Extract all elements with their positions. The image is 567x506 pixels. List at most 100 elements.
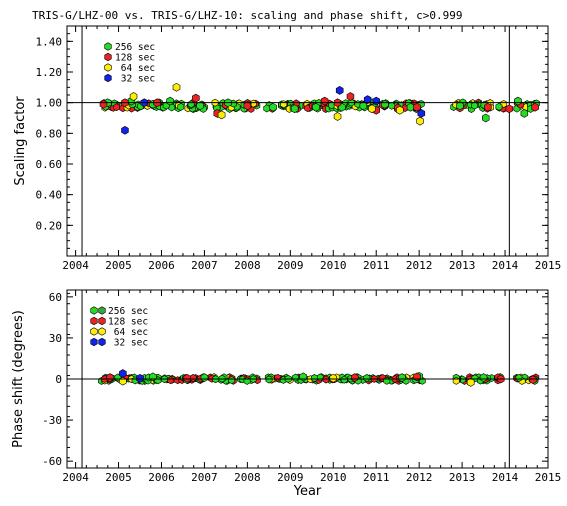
data-point xyxy=(320,96,329,106)
data-point xyxy=(290,104,299,114)
data-point xyxy=(368,104,376,114)
y-tick-label: 0.40 xyxy=(36,189,63,202)
data-point xyxy=(119,376,127,386)
x-tick-label: 2012 xyxy=(406,471,433,484)
data-point xyxy=(166,96,174,106)
data-point xyxy=(312,102,320,112)
legend-marker xyxy=(104,73,112,83)
y-axis-label: Phase shift (degrees) xyxy=(11,310,26,448)
data-point xyxy=(263,104,271,113)
data-point xyxy=(456,101,464,111)
x-tick-label: 2009 xyxy=(277,471,304,484)
data-point xyxy=(99,99,108,109)
legend-label: 128 sec xyxy=(108,317,148,328)
x-tick-label: 2006 xyxy=(148,259,175,272)
x-tick-label: 2013 xyxy=(449,471,476,484)
data-point xyxy=(481,113,490,123)
legend-marker xyxy=(98,327,106,336)
legend-marker xyxy=(104,63,112,72)
y-tick-label: 30 xyxy=(49,332,62,345)
x-tick-label: 2015 xyxy=(535,471,562,484)
y-tick-label: 0.60 xyxy=(36,158,63,171)
legend-label: 256 sec xyxy=(108,306,148,317)
data-markers xyxy=(98,369,540,387)
data-point xyxy=(129,92,138,101)
y-tick-label: 0 xyxy=(55,373,62,386)
data-point xyxy=(520,109,529,118)
chart-title: TRIS-G/LHZ-00 vs. TRIS-G/LHZ-10: scaling… xyxy=(32,9,462,22)
data-point xyxy=(529,375,537,385)
data-point xyxy=(363,374,371,382)
x-tick-label: 2014 xyxy=(492,471,519,484)
x-tick-label: 2007 xyxy=(191,471,218,484)
data-point xyxy=(299,372,308,382)
data-point xyxy=(484,102,492,112)
x-tick-label: 2004 xyxy=(62,259,89,272)
legend-marker xyxy=(104,52,112,62)
data-point xyxy=(274,373,282,382)
data-point xyxy=(372,96,381,106)
x-tick-label: 2005 xyxy=(105,259,132,272)
data-point xyxy=(417,109,426,118)
x-tick-label: 2008 xyxy=(234,259,261,272)
data-point xyxy=(217,110,226,120)
legend-marker xyxy=(98,337,106,347)
data-point xyxy=(121,125,129,135)
x-tick-label: 2013 xyxy=(449,259,476,272)
data-point xyxy=(471,101,479,110)
x-tick-label: 2012 xyxy=(406,259,433,272)
data-point xyxy=(380,99,389,109)
data-point xyxy=(172,82,181,92)
data-point xyxy=(196,101,204,111)
x-tick-label: 2009 xyxy=(277,259,304,272)
data-point xyxy=(531,102,539,112)
y-tick-label: 60 xyxy=(49,291,62,304)
x-tick-label: 2007 xyxy=(191,259,218,272)
y-tick-label: -30 xyxy=(42,414,62,427)
legend-label: 64 sec xyxy=(108,327,148,338)
data-point xyxy=(177,102,185,111)
x-tick-label: 2004 xyxy=(62,471,89,484)
x-tick-label: 2006 xyxy=(148,471,175,484)
data-point xyxy=(149,372,157,382)
data-point xyxy=(359,101,368,111)
x-tick-label: 2010 xyxy=(320,259,347,272)
data-point xyxy=(350,373,359,382)
x-axis-label: Year xyxy=(293,484,322,499)
data-point xyxy=(413,372,421,382)
data-point xyxy=(479,373,488,382)
legend-marker xyxy=(90,316,98,326)
legend-marker xyxy=(90,327,98,336)
legend-marker xyxy=(104,42,112,51)
y-tick-label: 1.20 xyxy=(36,66,63,79)
data-point xyxy=(466,378,475,387)
x-tick-label: 2010 xyxy=(320,471,347,484)
data-point xyxy=(243,101,252,111)
y-tick-label: 1.40 xyxy=(36,35,63,48)
data-point xyxy=(183,373,191,383)
y-tick-label: 1.00 xyxy=(36,97,63,110)
legend-label: 64 sec xyxy=(115,63,155,74)
data-point xyxy=(316,373,324,382)
data-point xyxy=(292,373,300,382)
data-point xyxy=(346,92,355,101)
data-point xyxy=(363,95,372,104)
y-tick-label: -60 xyxy=(42,455,62,468)
scaling-factor-panel: 2004 2005 2006 2007 2008 2009 2010 2011 2012 2013… xyxy=(13,25,561,272)
x-tick-label: 2014 xyxy=(492,259,519,272)
legend-label: 256 sec xyxy=(115,42,155,53)
y-axis-label: Scaling factor xyxy=(13,96,28,186)
data-point xyxy=(335,86,344,95)
data-point xyxy=(310,374,318,383)
data-point xyxy=(452,376,460,385)
legend-marker xyxy=(98,306,106,315)
data-point xyxy=(113,103,120,112)
y-tick-label: 0.20 xyxy=(36,219,63,232)
data-point xyxy=(187,100,195,109)
x-tick-label: 2008 xyxy=(234,471,261,484)
data-point xyxy=(514,96,522,106)
data-point xyxy=(388,101,396,110)
